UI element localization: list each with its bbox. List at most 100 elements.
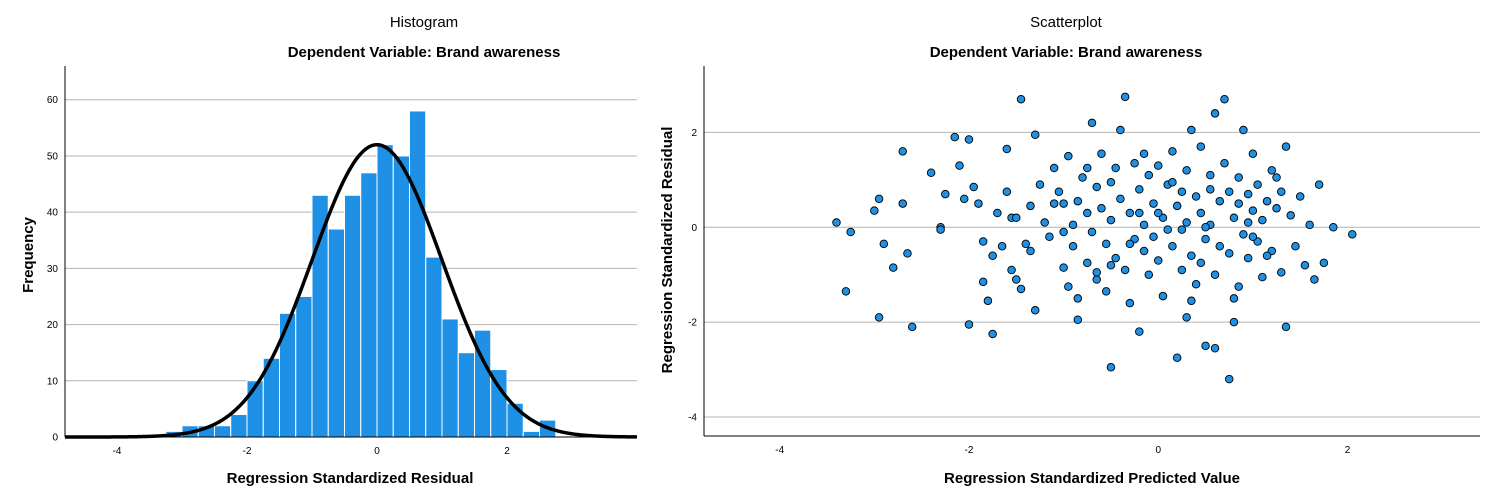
scatter-point: [1201, 341, 1210, 351]
scatter-point: [1229, 294, 1239, 303]
scatter-point: [1248, 149, 1258, 159]
scatter-point: [1135, 208, 1144, 218]
scatter-point: [1125, 298, 1135, 308]
scatter-point: [1106, 177, 1116, 187]
histogram-bar: [522, 430, 540, 438]
scatter-point: [1177, 187, 1187, 196]
histogram-bar: [327, 228, 345, 438]
scatter-point: [974, 199, 983, 208]
scatter-point: [1220, 94, 1229, 104]
scatter-point: [1243, 218, 1253, 227]
scatter-point: [1106, 362, 1116, 372]
scatter-point: [1049, 199, 1059, 208]
scatter-point: [1319, 258, 1329, 268]
scatterplot-title: Scatterplot: [1030, 14, 1103, 31]
scatter-point: [1097, 149, 1106, 159]
scatter-point: [1021, 239, 1031, 249]
scatter-point: [1168, 147, 1177, 156]
scatter-point: [1002, 187, 1012, 196]
scatter-point: [1182, 166, 1191, 175]
scatterplot-x-tick-label: 2: [1345, 445, 1351, 456]
scatter-point: [1149, 199, 1158, 208]
scatter-point: [1007, 265, 1016, 275]
scatter-point: [1116, 194, 1125, 204]
histogram-x-axis-label: Regression Standardized Residual: [227, 470, 474, 487]
scatter-point: [1272, 173, 1281, 182]
scatter-point: [1224, 249, 1234, 258]
scatter-point: [1172, 201, 1182, 211]
scatter-point: [1087, 118, 1097, 128]
histogram-bar: [409, 110, 427, 438]
scatterplot-x-tick-label: -4: [775, 445, 784, 456]
scatter-point: [1073, 196, 1083, 206]
scatter-point: [1234, 199, 1243, 208]
scatter-point: [1106, 215, 1116, 225]
scatter-point: [874, 313, 884, 322]
histogram-bar: [425, 256, 443, 438]
scatter-point: [1130, 158, 1139, 168]
scatter-point: [1210, 343, 1220, 353]
histogram-bar: [230, 414, 248, 438]
scatter-point: [1215, 196, 1225, 206]
scatter-point: [1262, 196, 1272, 206]
scatter-point: [1111, 163, 1120, 173]
scatter-point: [1135, 327, 1144, 336]
scatter-point: [1139, 149, 1149, 159]
histogram-bar: [360, 172, 378, 438]
scatter-point: [1210, 270, 1220, 279]
scatter-point: [1234, 282, 1243, 291]
scatter-point: [907, 322, 917, 332]
scatterplot-y-axis-label: Regression Standardized Residual: [659, 127, 676, 374]
scatter-point: [1144, 170, 1154, 180]
scatter-point: [1258, 215, 1267, 225]
scatterplot-x-tick-label: -2: [965, 445, 974, 456]
scatter-point: [1314, 180, 1324, 189]
scatter-point: [1329, 223, 1338, 232]
scatter-point: [1139, 246, 1149, 256]
scatter-point: [1016, 284, 1026, 294]
histogram-y-tick-label: 60: [47, 95, 59, 106]
scatterplot-x-tick-label: 0: [1155, 445, 1161, 456]
scatter-point: [1045, 232, 1054, 242]
scatter-point: [1101, 239, 1111, 249]
scatter-point: [1239, 230, 1248, 239]
scatter-point: [870, 206, 879, 215]
histogram-y-tick-label: 10: [47, 376, 59, 387]
scatter-point: [1083, 208, 1092, 218]
scatter-point: [959, 194, 969, 204]
scatter-point: [841, 287, 851, 296]
scatter-point: [1201, 234, 1210, 244]
scatter-point: [941, 189, 950, 199]
scatter-point: [1068, 220, 1078, 230]
histogram-bars: [165, 110, 557, 438]
histogram-y-tick-label: 30: [47, 264, 59, 275]
scatter-point: [1064, 151, 1073, 161]
histogram-x-tick-label: -4: [113, 446, 122, 457]
scatter-point: [1068, 242, 1078, 251]
scatter-point: [1196, 208, 1206, 218]
scatter-point: [1002, 144, 1012, 154]
scatterplot-tick-labels: -4 -2 0 2 -4 -2 0 2: [688, 128, 1351, 456]
scatter-point: [1187, 251, 1196, 260]
histogram-y-tick-label: 50: [47, 151, 59, 162]
scatterplot-points: [832, 92, 1357, 384]
scatter-point: [1347, 230, 1357, 239]
scatter-point: [1163, 225, 1172, 234]
scatter-point: [846, 227, 855, 237]
histogram-bar: [279, 312, 297, 438]
scatter-point: [1172, 353, 1182, 362]
scatterplot-y-tick-label: 0: [691, 223, 697, 234]
histogram-panel: Histogram Dependent Variable: Brand awar…: [20, 14, 638, 487]
scatter-point: [889, 263, 898, 272]
scatter-point: [1073, 315, 1083, 325]
histogram-title: Histogram: [390, 14, 458, 31]
scatter-point: [1139, 220, 1149, 230]
scatter-point: [978, 277, 988, 287]
scatter-point: [926, 168, 936, 177]
scatter-point: [1310, 275, 1319, 284]
scatter-point: [1272, 204, 1281, 213]
scatter-point: [1168, 242, 1177, 251]
scatter-point: [969, 182, 978, 192]
histogram-x-tick-label: 0: [374, 446, 380, 457]
